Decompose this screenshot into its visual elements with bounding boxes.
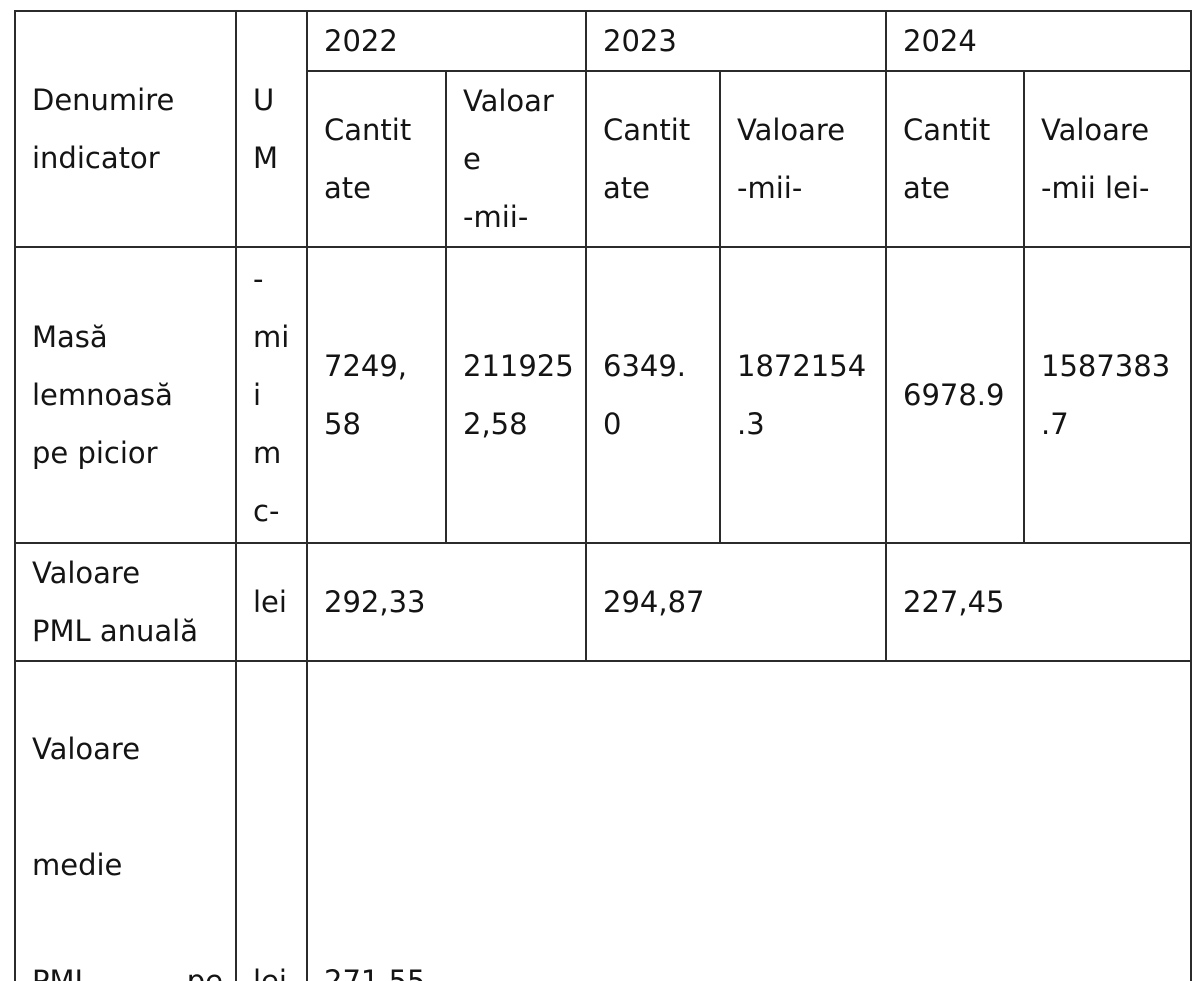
header-um-cell: U M	[235, 10, 308, 248]
header-year-row: Denumire indicator U M 2022 2023 2024	[14, 10, 1192, 248]
header-value-2023: Valoare -mii-	[719, 70, 887, 248]
row-label: Valoare PML anuală	[14, 542, 237, 662]
value-cell-2022-value: 211925 2,58	[445, 246, 587, 544]
header-quantity-2023: Cantit ate	[585, 70, 721, 248]
row-valoare-pml-anuala: Valoare PML anuală lei 292,33 294,87 227…	[14, 542, 1192, 662]
value-cell-2022-quantity: 7249, 58	[306, 246, 447, 544]
row-label: Masă lemnoasă pe picior	[14, 246, 237, 544]
row-label-line: Valoare	[32, 732, 141, 766]
header-quantity-2022: Cantit ate	[306, 70, 447, 248]
um-cell: lei	[235, 542, 308, 662]
indicator-table: Denumire indicator U M 2022 2023 2024 Ca…	[14, 10, 1192, 981]
row-label-line: medie	[32, 848, 123, 882]
row-label-line: PML pe	[32, 964, 223, 981]
row-valoare-medie-pml: Valoare medie PML pe ultimii 3 ani lei 2…	[14, 660, 1192, 981]
header-sub-row: Cantit ate Valoar e -mii- Cantit ate Val…	[15, 70, 1192, 248]
value-cell-2024-quantity: 6978.9	[885, 246, 1025, 544]
value-cell-2022: 292,33	[306, 542, 587, 662]
value-cell-2023-value: 1872154 .3	[719, 246, 887, 544]
um-cell: lei	[235, 660, 308, 981]
header-indicator-cell: Denumire indicator	[14, 10, 237, 248]
header-value-2024: Valoare -mii lei-	[1023, 70, 1192, 248]
value-cell-2024: 227,45	[885, 542, 1192, 662]
value-cell-average: 271,55	[306, 660, 1192, 981]
row-label: Valoare medie PML pe ultimii 3 ani	[14, 660, 237, 981]
value-cell-2023: 294,87	[585, 542, 887, 662]
header-year-2023: 2023	[585, 10, 887, 72]
value-cell-2024-value: 1587383 .7	[1023, 246, 1192, 544]
um-cell: - mi i m c-	[235, 246, 308, 544]
header-quantity-2024: Cantit ate	[885, 70, 1025, 248]
header-year-2022: 2022	[306, 10, 587, 72]
header-year-2024: 2024	[885, 10, 1192, 72]
header-value-2022: Valoar e -mii-	[445, 70, 587, 248]
value-cell-2023-quantity: 6349. 0	[585, 246, 721, 544]
row-masa-lemnoasa: Masă lemnoasă pe picior - mi i m c- 7249…	[14, 246, 1192, 544]
